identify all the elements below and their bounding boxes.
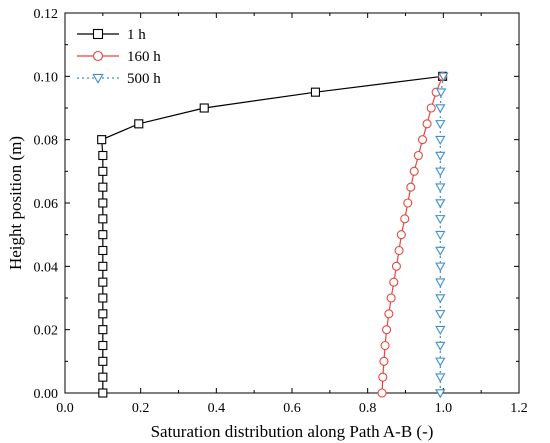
x-tick-label: 0.6 [283, 401, 301, 416]
data-point [389, 277, 399, 287]
x-tick-label: 0.4 [208, 401, 226, 416]
data-point [394, 245, 404, 256]
data-point [435, 246, 446, 256]
legend-marker [92, 73, 104, 84]
x-tick-labels: 0.0 0.2 0.4 0.6 0.8 1.0 1.2 [56, 401, 528, 416]
data-point [435, 389, 446, 399]
data-point [384, 309, 394, 319]
x-tick-label: 0.2 [132, 401, 150, 416]
data-point [435, 199, 446, 209]
series-1-h [97, 71, 448, 398]
data-point [98, 261, 108, 271]
data-point [438, 72, 449, 82]
data-point [377, 388, 387, 398]
data-point [134, 119, 144, 129]
data-point [435, 167, 446, 177]
data-point [417, 135, 428, 145]
data-point [406, 182, 416, 192]
x-axis-title: Saturation distribution along Path A-B (… [151, 422, 434, 441]
data-point [98, 293, 108, 303]
data-point [435, 278, 446, 288]
data-point [435, 357, 446, 367]
y-axis-title: Height position (m) [6, 136, 25, 270]
data-point [391, 261, 401, 271]
data-point [98, 198, 108, 208]
data-point [435, 325, 446, 335]
data-point [400, 214, 410, 224]
legend-item-1-h: 1 h [77, 27, 146, 43]
data-point [98, 277, 108, 287]
legend-item-500-h: 500 h [77, 71, 161, 87]
data-point [435, 294, 446, 304]
data-point [422, 119, 432, 129]
series-line-160-h [381, 76, 444, 394]
y-tick-label: 0.10 [34, 70, 59, 85]
data-point [310, 87, 321, 97]
legend-marker [92, 50, 104, 62]
y-tick-label: 0.12 [34, 7, 59, 22]
data-point [98, 325, 108, 335]
data-point [380, 340, 390, 351]
data-point [403, 198, 413, 208]
data-point [435, 341, 446, 351]
data-point [396, 230, 406, 240]
data-point [98, 230, 108, 240]
data-point [435, 215, 446, 225]
x-tick-label: 1.0 [435, 401, 453, 416]
data-point [98, 166, 108, 176]
legend-label: 500 h [127, 71, 161, 87]
data-point [413, 150, 423, 161]
y-tick-label: 0.08 [34, 134, 59, 149]
data-point [98, 214, 108, 224]
y-tick-label: 0.00 [34, 387, 59, 402]
series-160-h [377, 71, 448, 398]
series-group [97, 71, 449, 399]
data-point [98, 245, 108, 256]
data-point [379, 356, 389, 366]
data-point [435, 373, 446, 383]
x-tick-label: 0.0 [56, 401, 74, 416]
y-tick-labels: 0.00 0.02 0.04 0.06 0.08 0.10 0.12 [34, 7, 59, 402]
data-point [98, 372, 108, 382]
series-line-1-h [101, 75, 443, 393]
data-point [435, 230, 446, 240]
data-point [98, 340, 108, 351]
data-point [435, 104, 446, 114]
x-tick-label: 0.8 [359, 401, 377, 416]
data-point [435, 135, 446, 145]
data-point [382, 325, 392, 335]
data-point [97, 135, 107, 145]
data-point [199, 103, 209, 113]
y-tick-label: 0.04 [34, 260, 59, 275]
data-point [435, 88, 447, 98]
legend: 1 h 160 h 500 h [77, 27, 161, 87]
data-point [98, 388, 108, 398]
data-point [98, 356, 108, 366]
data-point [435, 120, 446, 130]
data-point [98, 150, 108, 161]
data-point [426, 103, 436, 113]
y-tick-label: 0.02 [34, 324, 59, 339]
tick-marks [64, 12, 520, 394]
data-point [435, 183, 446, 193]
data-point [435, 151, 446, 161]
y-tick-label: 0.06 [34, 197, 59, 212]
data-point [409, 166, 419, 176]
legend-marker [92, 28, 104, 40]
data-point [378, 372, 388, 382]
data-point [98, 182, 108, 192]
data-point [386, 293, 396, 303]
data-point [98, 309, 108, 319]
plot-frame [64, 12, 520, 394]
data-point [435, 262, 446, 272]
series-500-h [435, 72, 449, 399]
legend-item-160-h: 160 h [77, 49, 161, 65]
legend-label: 1 h [127, 27, 146, 43]
data-point [435, 310, 446, 320]
x-tick-label: 1.2 [510, 401, 528, 416]
legend-label: 160 h [127, 49, 161, 65]
